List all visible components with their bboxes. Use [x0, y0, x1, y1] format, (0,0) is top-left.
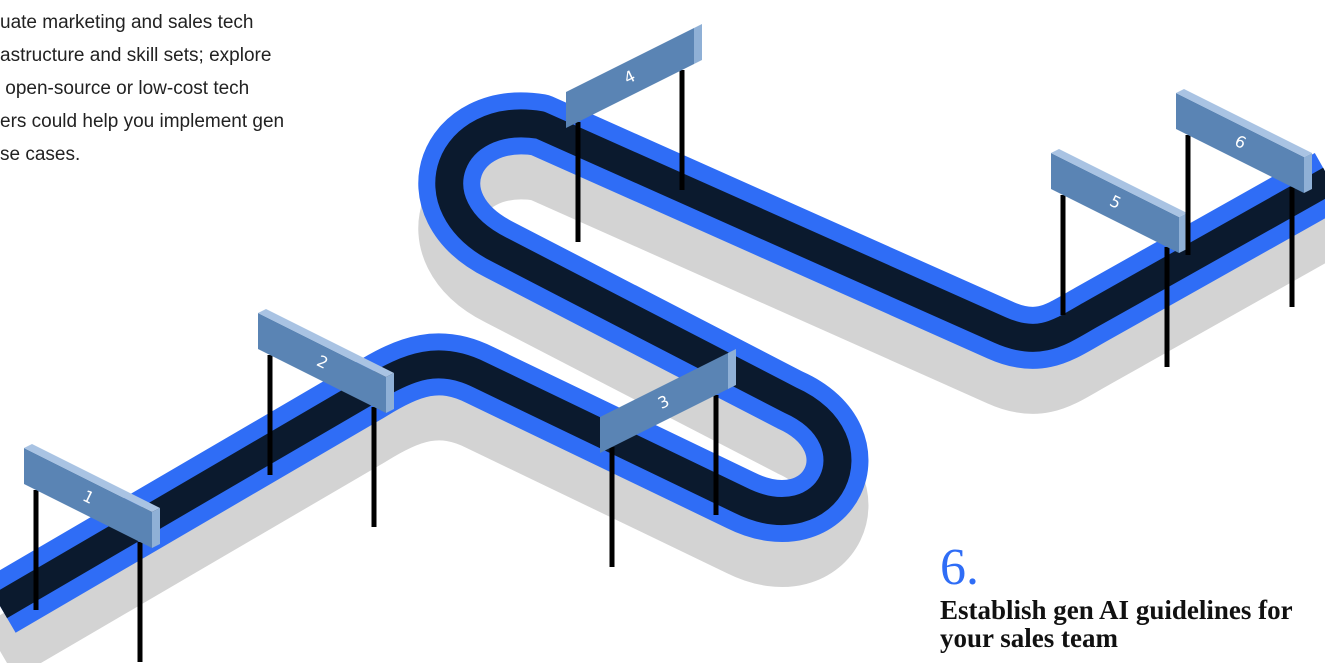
hurdle-board — [24, 448, 152, 548]
hurdle-edge — [386, 373, 394, 413]
hurdle-board — [1051, 153, 1179, 253]
hurdle-top — [1176, 89, 1312, 157]
hurdle-edge — [1179, 213, 1187, 253]
hurdle-board — [566, 28, 694, 128]
hurdle: 6 — [1176, 89, 1312, 307]
step: 6. Establish gen AI guidelines for your … — [940, 539, 1293, 653]
hurdle-edge — [694, 24, 702, 64]
hurdle: 5 — [1051, 149, 1187, 367]
intro-line: astructure and skill sets; explore — [0, 45, 272, 66]
intro-line: uate marketing and sales tech — [0, 12, 254, 33]
hurdle-edge — [728, 349, 736, 389]
intro-line: se cases. — [0, 144, 81, 165]
step-title: your sales team — [940, 623, 1118, 653]
hurdle-top — [24, 444, 160, 512]
intro-text: uate marketing and sales tech astructure … — [0, 6, 284, 171]
hurdle-board — [258, 313, 386, 413]
step-number: 6. — [940, 539, 979, 596]
hurdles: 123 4 56 — [24, 24, 1312, 662]
hurdle-top — [258, 309, 394, 377]
hurdle-edge — [152, 508, 160, 548]
hurdle-board — [1176, 93, 1304, 193]
intro-line: open-source or low-cost tech — [0, 78, 250, 99]
hurdle: 3 — [600, 349, 736, 567]
intro-line: ers could help you implement gen — [0, 111, 285, 132]
hurdle-edge — [1304, 153, 1312, 193]
hurdle: 2 — [258, 309, 394, 527]
hurdle-board — [600, 353, 728, 453]
step-title: Establish gen AI guidelines for — [940, 595, 1293, 625]
track — [0, 92, 1325, 663]
hurdle-top — [1051, 149, 1187, 217]
hurdle: 4 — [566, 24, 702, 242]
hurdle: 1 — [24, 444, 160, 662]
